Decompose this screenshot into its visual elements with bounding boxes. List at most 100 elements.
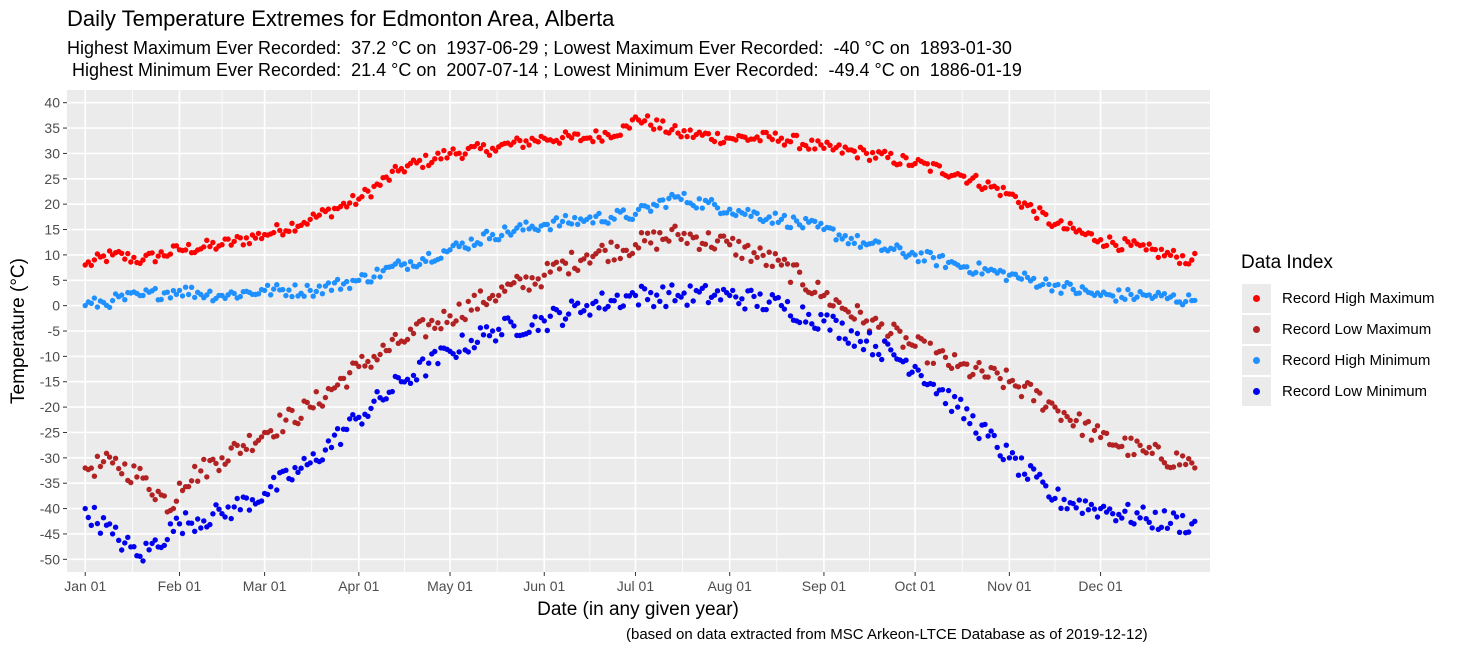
data-point-record-low-maximum [246, 432, 253, 439]
y-tick-label: -10 [40, 348, 60, 364]
data-point-record-low-maximum [517, 276, 523, 282]
data-point-record-low-minimum [657, 298, 663, 304]
data-point-record-high-maximum [806, 146, 812, 152]
data-point-record-high-minimum [486, 236, 493, 242]
data-point-record-high-minimum [556, 223, 563, 229]
data-point-record-high-minimum [772, 210, 778, 216]
data-point-record-low-maximum [657, 230, 663, 236]
data-point-record-low-minimum [1119, 515, 1125, 521]
data-point-record-low-minimum [596, 305, 602, 311]
data-point-record-low-maximum [237, 450, 243, 456]
data-point-record-high-maximum [809, 137, 815, 143]
data-point-record-low-maximum [1021, 383, 1028, 389]
data-point-record-low-maximum [666, 238, 672, 244]
data-point-record-high-maximum [1173, 254, 1180, 260]
data-point-record-low-minimum [161, 542, 167, 549]
data-point-record-high-maximum [568, 135, 575, 141]
data-point-record-low-minimum [796, 319, 803, 326]
legend-key [1242, 284, 1271, 313]
data-point-record-high-maximum [158, 249, 164, 255]
data-point-record-low-minimum [1143, 516, 1149, 522]
data-point-record-low-minimum [976, 435, 982, 442]
data-point-record-low-minimum [1061, 496, 1067, 503]
legend-label: Record High Maximum [1282, 290, 1435, 307]
data-point-record-low-maximum [94, 453, 101, 459]
data-point-record-low-minimum [334, 426, 341, 432]
data-point-record-low-minimum [1085, 507, 1092, 513]
legend-dot-icon [1253, 326, 1260, 333]
data-point-record-high-minimum [119, 292, 125, 298]
data-point-record-low-minimum [1006, 455, 1013, 461]
data-point-record-low-minimum [167, 521, 174, 527]
data-point-record-low-minimum [122, 540, 128, 546]
data-point-record-high-maximum [672, 123, 678, 129]
data-point-record-low-minimum [459, 332, 465, 338]
data-point-record-high-minimum [1134, 294, 1140, 300]
data-point-record-high-minimum [1055, 281, 1061, 288]
data-point-record-low-minimum [654, 292, 660, 298]
data-points [82, 113, 1198, 564]
data-point-record-low-minimum [246, 507, 253, 513]
data-point-record-high-minimum [572, 214, 578, 221]
data-point-record-low-maximum [541, 272, 547, 278]
data-point-record-low-maximum [1015, 384, 1022, 390]
data-point-record-low-maximum [456, 301, 462, 307]
data-point-record-low-maximum [313, 389, 319, 395]
data-point-record-low-maximum [851, 316, 857, 322]
data-point-record-high-maximum [757, 138, 763, 144]
data-point-record-high-minimum [426, 250, 432, 257]
data-point-record-high-minimum [666, 195, 672, 202]
data-point-record-low-minimum [839, 320, 845, 326]
legend-label: Record Low Minimum [1282, 383, 1428, 400]
data-point-record-high-maximum [328, 214, 335, 220]
data-point-record-low-maximum [760, 252, 766, 259]
x-tick-label: Dec 01 [1078, 578, 1123, 594]
data-point-record-low-minimum [1164, 525, 1171, 531]
data-point-record-high-maximum [1128, 242, 1134, 248]
data-point-record-low-maximum [195, 478, 201, 484]
data-point-record-high-minimum [699, 205, 705, 211]
data-point-record-high-minimum [268, 292, 274, 298]
data-point-record-high-maximum [258, 235, 265, 242]
data-point-record-high-maximum [456, 150, 462, 156]
data-point-record-low-maximum [714, 238, 721, 244]
y-tick-label: -30 [40, 450, 60, 466]
data-point-record-low-minimum [356, 414, 362, 420]
data-point-record-low-minimum [456, 349, 462, 355]
data-point-record-high-minimum [1146, 292, 1152, 298]
data-point-record-high-minimum [325, 280, 332, 286]
data-point-record-low-maximum [198, 468, 204, 474]
data-point-record-low-maximum [511, 280, 517, 286]
data-point-record-high-maximum [596, 134, 602, 140]
data-point-record-high-maximum [483, 148, 490, 155]
data-point-record-low-maximum [711, 246, 718, 252]
data-point-record-low-minimum [505, 315, 511, 321]
data-point-record-high-maximum [1070, 225, 1076, 231]
data-point-record-high-minimum [547, 227, 553, 233]
data-point-record-low-maximum [465, 298, 471, 305]
data-point-record-low-maximum [903, 335, 909, 341]
data-point-record-low-minimum [271, 474, 277, 481]
data-point-record-low-minimum [1110, 511, 1116, 517]
data-point-record-low-minimum [337, 441, 344, 448]
y-axis: 40 35 30 25 20 15 10 5 0 -5 -10 -15 -20 -25 -30 -35 -40 -… [40, 95, 67, 567]
data-point-record-high-minimum [964, 264, 970, 270]
y-tick-label: 35 [44, 120, 60, 136]
data-point-record-low-maximum [845, 309, 851, 315]
data-point-record-low-minimum [1113, 518, 1119, 524]
data-point-record-high-minimum [648, 208, 654, 214]
data-point-record-low-maximum [432, 325, 438, 331]
data-point-record-high-maximum [836, 142, 842, 148]
data-point-record-high-minimum [477, 241, 484, 247]
data-point-record-high-minimum [344, 278, 350, 285]
data-point-record-low-minimum [389, 388, 395, 395]
data-point-record-low-minimum [1107, 506, 1113, 512]
data-point-record-low-maximum [781, 256, 788, 262]
data-point-record-low-minimum [1131, 521, 1137, 527]
data-point-record-low-minimum [1140, 504, 1146, 510]
data-point-record-low-minimum [651, 303, 657, 310]
data-point-record-low-minimum [988, 428, 994, 434]
data-point-record-low-minimum [605, 303, 611, 310]
data-point-record-low-minimum [1082, 498, 1089, 504]
